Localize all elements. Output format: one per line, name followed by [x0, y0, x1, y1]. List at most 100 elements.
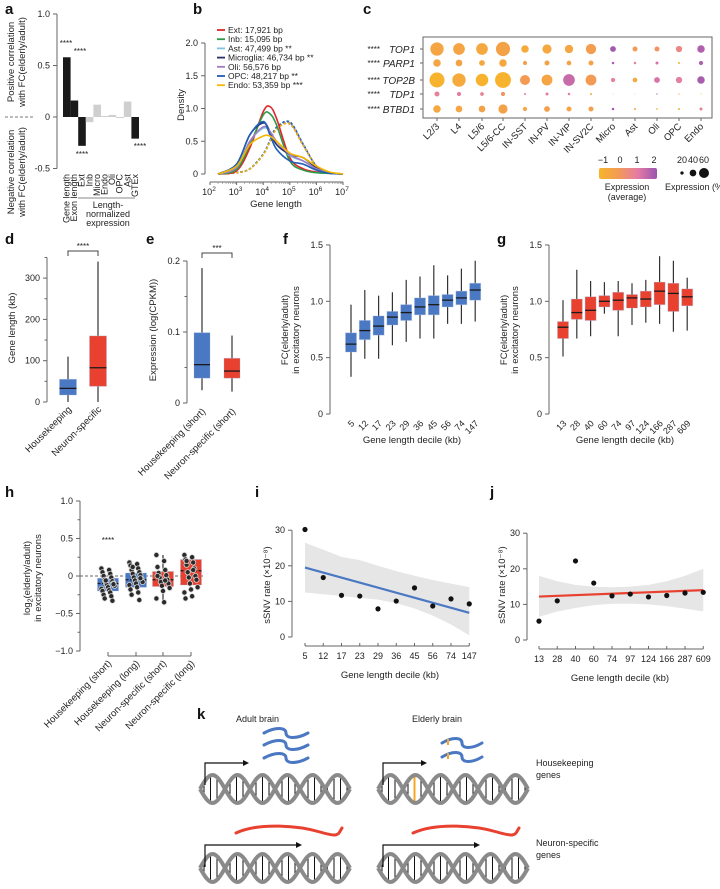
- x-tick-label: 102: [202, 186, 216, 197]
- dot-PARP1-IN-VIP: [566, 60, 572, 66]
- tick-exponent: 5: [292, 186, 296, 193]
- significance-stars: ****: [368, 59, 380, 68]
- legend-entry: Ext: 17,921 bp: [228, 25, 283, 35]
- size-legend-dot: [680, 171, 684, 175]
- x-tick-label: OPC: [115, 174, 125, 194]
- data-point: [161, 558, 168, 565]
- y-label: Density: [176, 89, 187, 121]
- y-tick-label: 1.0: [310, 296, 323, 306]
- gene-label: TOP2B: [382, 76, 415, 87]
- x-tick-label: 287: [677, 654, 692, 664]
- panel-label: d: [5, 231, 14, 248]
- size-legend-tick: 20: [677, 155, 687, 165]
- data-point: [181, 589, 188, 596]
- dot-TOP1-L5/6-CC: [495, 41, 511, 57]
- confidence-band: [305, 542, 470, 636]
- dot-TOP2B-IN-SST: [520, 75, 530, 85]
- dna-strand: [376, 851, 530, 885]
- dot-TOP2B-IN-VIP: [563, 74, 575, 86]
- x-tick-label: 74: [609, 418, 623, 432]
- dot-TDP1-IN-VIP: [567, 92, 571, 96]
- promoter-arrow: [204, 844, 296, 867]
- dot-BTBD1-L4: [455, 105, 463, 113]
- column-title: Adult brain: [236, 714, 279, 724]
- y-tick-label: 10: [275, 596, 285, 606]
- tick-base: 10: [335, 187, 345, 197]
- data-point: [357, 593, 363, 599]
- significance-stars: ****: [77, 242, 89, 251]
- panel-label: e: [146, 231, 154, 248]
- panel-label: f: [283, 231, 289, 248]
- y-tick-label: 20: [510, 564, 520, 574]
- dot-PARP1-L2/3: [433, 59, 441, 67]
- legend-entry: Oli: 56,576 bp: [228, 62, 281, 72]
- y-tick-label: −1.0: [55, 646, 73, 656]
- size-legend-dot: [699, 168, 709, 178]
- dot-TDP1-Ast: [634, 93, 636, 95]
- x-tick-label: 60: [596, 418, 610, 432]
- dot-PARP1-IN-SST: [522, 60, 528, 66]
- x-tick-label: Exon length: [69, 174, 79, 222]
- data-point: [190, 559, 197, 566]
- panel-label: h: [5, 484, 14, 501]
- y-tick-label: 30: [275, 525, 285, 535]
- data-point: [129, 564, 136, 571]
- data-point: [166, 585, 173, 592]
- dot-BTBD1-IN-SST: [522, 106, 528, 112]
- data-point: [682, 590, 688, 596]
- significance-stars: ****: [60, 39, 72, 48]
- data-point: [645, 594, 652, 600]
- x-tick-label: Ext: [77, 174, 87, 188]
- y-tick-label: 30: [510, 528, 520, 538]
- data-point: [189, 554, 196, 561]
- arrow-head: [243, 760, 249, 766]
- column-label: IN-SST: [500, 121, 530, 151]
- dot-TDP1-IN-SST: [524, 93, 526, 95]
- significance-stars: ****: [74, 47, 86, 56]
- neuron-mrna: [411, 824, 521, 837]
- box-166: [653, 281, 666, 306]
- x-tick-label: 23: [384, 418, 398, 432]
- y-tick-label: 300: [25, 273, 40, 283]
- dot-BTBD1-IN-SV2C: [588, 106, 594, 112]
- dot-TOP2B-Micro: [610, 77, 616, 83]
- data-point: [572, 558, 579, 564]
- promoter-arrow: [382, 844, 474, 867]
- colorbar-tick: 2: [651, 155, 656, 165]
- y-tick-label: 0: [68, 571, 73, 581]
- dot-TOP2B-OPC: [675, 76, 683, 84]
- housekeeping-mrna: [440, 751, 484, 763]
- dot-PARP1-Ast: [633, 61, 637, 65]
- data-point: [302, 526, 308, 533]
- data-point: [627, 591, 633, 597]
- x-tick-label: Gene length: [62, 174, 72, 223]
- y-label: Positive correlation: [6, 22, 17, 102]
- data-point: [162, 577, 169, 584]
- y-tick-label: 100: [25, 356, 40, 366]
- housekeeping-mrna: [262, 752, 310, 764]
- y-label: FC(elderly/adult): [280, 295, 291, 365]
- promoter-arrow: [382, 762, 421, 785]
- legend-entry: Ast: 47,499 bp **: [228, 43, 292, 53]
- group-label: Length-: [93, 200, 124, 210]
- housekeeping-mrna: [262, 727, 310, 739]
- colorbar-tick: −1: [598, 155, 608, 165]
- y-tick-label: 0: [515, 635, 520, 645]
- box-28: [570, 298, 583, 320]
- dot-BTBD1-Micro: [611, 107, 615, 111]
- x-tick-label: 45: [425, 418, 439, 432]
- data-point: [102, 577, 109, 584]
- significance-bracket: [67, 250, 99, 256]
- x-tick-label: 60: [589, 654, 599, 664]
- gene-label: PARP1: [383, 59, 415, 70]
- dot-TOP2B-L5/6: [475, 73, 489, 87]
- group-label: expression: [86, 218, 130, 228]
- box-97: [626, 294, 638, 309]
- data-point: [183, 558, 190, 565]
- legend-entry: Endo: 53,359 bp ***: [228, 80, 303, 90]
- y-tick-label: 0.5: [310, 353, 323, 363]
- density-curve-6: [217, 134, 344, 175]
- box-5: [345, 332, 357, 353]
- box-287: [667, 282, 680, 312]
- data-point: [162, 567, 169, 574]
